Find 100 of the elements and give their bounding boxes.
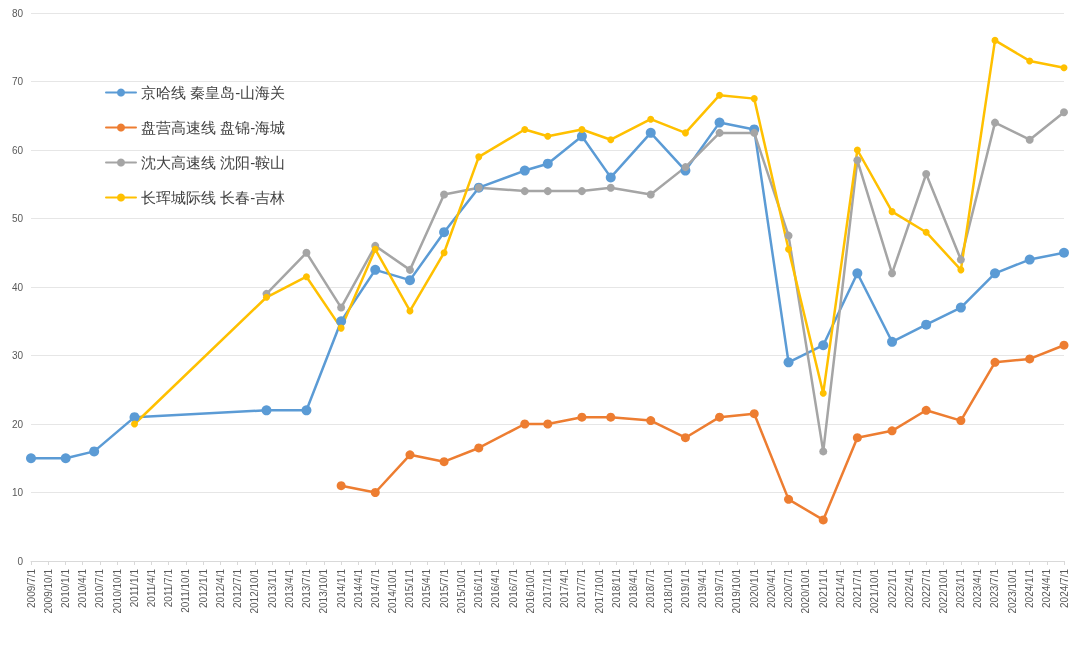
x-tick-label: 2011/7/1: [163, 568, 175, 608]
point: [716, 91, 724, 99]
point: [991, 118, 999, 127]
point: [819, 389, 827, 397]
x-tick-label: 2022/7/1: [920, 568, 932, 608]
point: [681, 129, 689, 137]
x-tick-label: 2012/10/1: [249, 568, 261, 614]
point: [404, 275, 415, 286]
point: [646, 416, 656, 426]
x-tick-label: 2023/10/1: [1006, 568, 1018, 614]
point: [681, 163, 690, 172]
x-tick-label: 2014/10/1: [387, 568, 399, 614]
point: [337, 303, 346, 312]
x-tick-label: 2013/1/1: [266, 568, 278, 608]
point: [785, 245, 793, 253]
point: [405, 450, 415, 460]
point: [818, 340, 829, 351]
x-tick-label: 2022/4/1: [903, 568, 915, 608]
x-tick-label: 2016/7/1: [507, 568, 519, 608]
y-tick-label: 20: [11, 418, 24, 430]
y-tick-label: 0: [17, 555, 24, 567]
point: [680, 433, 690, 443]
y-tick-label: 40: [11, 281, 24, 293]
point: [370, 488, 380, 497]
point: [26, 453, 36, 464]
point: [921, 319, 932, 330]
point: [129, 412, 140, 423]
point: [607, 136, 615, 144]
point: [543, 187, 552, 196]
point: [520, 419, 530, 429]
x-tick-label: 2024/1/1: [1024, 568, 1036, 608]
x-tick-label: 2012/1/1: [197, 568, 209, 608]
legend-label: 沈大高速线 沈阳-鞍山: [141, 154, 286, 171]
x-tick-label: 2012/7/1: [232, 568, 244, 608]
point: [605, 172, 616, 183]
x-tick-label: 2019/1/1: [679, 568, 691, 608]
x-tick-label: 2024/4/1: [1041, 568, 1053, 608]
point: [990, 357, 1000, 367]
x-tick-label: 2009/7/1: [25, 568, 37, 608]
x-tick-label: 2018/10/1: [662, 568, 674, 614]
point: [1026, 57, 1034, 65]
point: [956, 255, 965, 264]
point: [750, 128, 759, 137]
y-tick-label: 10: [11, 487, 24, 498]
point: [1025, 135, 1034, 144]
x-tick-label: 2013/4/1: [283, 568, 295, 608]
point: [520, 187, 529, 196]
legend-label: 长珲城际线 长春-吉林: [141, 189, 286, 206]
point: [543, 419, 553, 429]
point: [921, 405, 931, 415]
point: [60, 453, 71, 464]
x-tick-label: 2010/4/1: [77, 568, 89, 608]
x-tick-label: 2021/7/1: [851, 568, 863, 608]
point: [750, 95, 758, 103]
x-tick-label: 2010/1/1: [60, 568, 72, 608]
point: [715, 128, 724, 137]
point: [1059, 247, 1069, 258]
x-tick-label: 2018/7/1: [645, 568, 657, 608]
point: [1024, 254, 1035, 265]
x-tick-label: 2021/4/1: [834, 568, 846, 608]
point: [606, 183, 615, 192]
point: [1060, 64, 1068, 72]
point: [440, 249, 448, 257]
x-tick-label: 2020/1/1: [748, 568, 760, 608]
point: [853, 146, 861, 154]
x-tick-label: 2014/1/1: [335, 568, 347, 608]
point: [647, 115, 655, 123]
x-tick-label: 2016/10/1: [524, 568, 536, 614]
point: [544, 132, 552, 140]
point: [302, 273, 310, 281]
point: [852, 433, 862, 443]
x-tick-label: 2020/4/1: [765, 568, 777, 608]
point: [1025, 354, 1035, 364]
point: [336, 316, 347, 327]
point: [819, 447, 828, 456]
x-tick-label: 2013/10/1: [318, 568, 330, 614]
point: [578, 125, 586, 133]
point: [887, 336, 898, 347]
point: [336, 481, 346, 491]
x-tick-label: 2023/1/1: [955, 568, 967, 608]
x-tick-label: 2018/4/1: [628, 568, 640, 608]
x-tick-label: 2019/4/1: [696, 568, 708, 608]
point: [922, 228, 930, 236]
point: [1059, 340, 1069, 350]
point: [577, 187, 586, 196]
point: [715, 412, 725, 422]
legend-label: 盘营高速线 盘锦-海城: [141, 119, 286, 136]
x-tick-label: 2015/7/1: [438, 568, 450, 608]
point: [783, 357, 794, 368]
x-tick-label: 2020/10/1: [800, 568, 812, 614]
point: [888, 269, 897, 278]
point: [991, 36, 999, 44]
point: [521, 125, 529, 133]
y-tick-label: 50: [11, 213, 24, 224]
x-tick-label: 2017/4/1: [559, 568, 571, 608]
point: [957, 266, 965, 274]
point: [887, 426, 897, 436]
x-tick-label: 2011/4/1: [145, 568, 157, 608]
point: [89, 446, 100, 457]
x-tick-label: 2017/10/1: [593, 568, 605, 614]
